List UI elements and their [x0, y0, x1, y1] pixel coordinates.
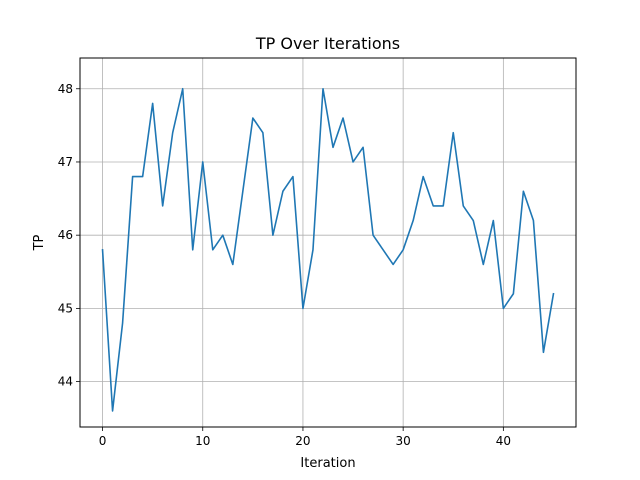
x-tick-label-1: 10	[195, 434, 210, 448]
grid-lines	[80, 58, 576, 427]
plot-frame	[79, 57, 577, 428]
x-tick-label-4: 40	[496, 434, 511, 448]
x-tick-label-2: 20	[295, 434, 310, 448]
x-tick-label-0: 0	[99, 434, 107, 448]
series-line-0	[101, 87, 555, 412]
y-tick-label-4: 48	[58, 82, 73, 96]
y-tick-label-2: 46	[58, 228, 73, 242]
y-axis-label: TP	[32, 234, 47, 251]
y-tick-label-0: 44	[58, 375, 73, 389]
x-axis-label: Iteration	[300, 456, 355, 471]
series-layer	[101, 87, 555, 412]
y-tick-label-3: 47	[58, 155, 73, 169]
chart-title: TP Over Iterations	[255, 34, 400, 53]
y-tick-label-1: 45	[58, 301, 73, 315]
ticks: 0 10 20 30 40 44 45 46 47 48	[58, 82, 511, 448]
x-tick-label-3: 30	[396, 434, 411, 448]
